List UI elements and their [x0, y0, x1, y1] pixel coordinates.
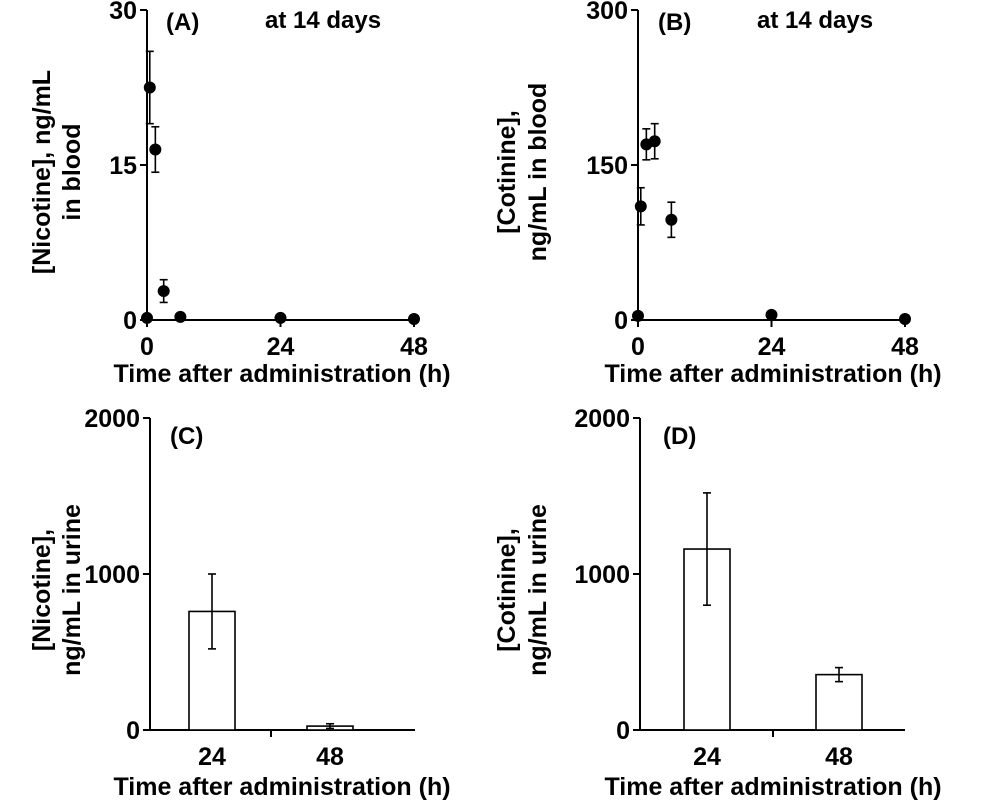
y-tick-label: 15: [109, 152, 137, 180]
x-axis-label: Time after administration (h): [604, 773, 941, 801]
y-tick-label: 30: [109, 0, 137, 25]
x-axis-label: Time after administration (h): [113, 360, 450, 388]
data-point: [408, 312, 420, 325]
x-axis-label: Time after administration (h): [113, 773, 450, 801]
data-point: [648, 135, 661, 148]
annotation: at 14 days: [757, 7, 873, 34]
panel-label: (A): [166, 9, 199, 36]
x-tick-label: 24: [198, 743, 226, 771]
chart-panel-c: 0 1000 2000 [Nicotine], ng/mL in urine Time a…: [28, 405, 451, 801]
data-point: [632, 309, 644, 322]
y-tick-label: 2000: [84, 405, 140, 433]
bar: [815, 673, 863, 731]
y-tick-label: 0: [614, 307, 628, 335]
y-tick-label: 300: [586, 0, 628, 25]
y-tick-label: 2000: [574, 405, 630, 433]
data-point: [665, 213, 678, 226]
data-point: [765, 308, 778, 321]
y-axis-label-line: in blood: [58, 123, 86, 220]
x-tick-label: 0: [140, 333, 154, 361]
data-point: [274, 311, 287, 324]
x-tick-label: 48: [400, 333, 428, 361]
y-axis-label-line: [Cotinine],: [493, 528, 521, 652]
annotation: at 14 days: [265, 7, 381, 34]
data-point: [143, 81, 156, 94]
y-axis-label-line: ng/mL in urine: [58, 504, 86, 676]
panel-label: (B): [658, 9, 691, 36]
data-point: [157, 285, 170, 298]
y-tick-label: 1000: [574, 561, 630, 589]
x-tick-label: 48: [316, 743, 344, 771]
data-point: [149, 143, 162, 156]
data-point: [174, 310, 187, 323]
y-axis-label-line: [Nicotine],: [28, 529, 56, 651]
y-tick-label: 0: [123, 307, 137, 335]
data-point: [899, 312, 911, 325]
chart-panel-d: 0 1000 2000 [Cotinine], ng/mL in urine Time a…: [493, 405, 942, 801]
y-axis-label-line: ng/mL in urine: [524, 504, 552, 676]
y-tick-label: 0: [616, 717, 630, 745]
y-axis-label-line: ng/mL in blood: [524, 83, 552, 262]
x-tick-label: 48: [825, 743, 853, 771]
y-tick-label: 1000: [84, 561, 140, 589]
x-tick-label: 48: [891, 333, 919, 361]
y-tick-label: 150: [586, 152, 628, 180]
x-tick-label: 24: [758, 333, 786, 361]
data-point: [141, 311, 153, 324]
y-axis-label-line: [Nicotine], ng/mL: [28, 70, 56, 274]
chart-panel-a: 0 15 30 [Nicotine], ng/mL in blood Time after…: [28, 0, 451, 388]
x-tick-label: 24: [693, 743, 721, 771]
chart-panel-b: 0 150 300 [Cotinine], ng/mL in blood Time aft…: [493, 0, 942, 388]
panel-label: (C): [170, 423, 203, 450]
x-tick-label: 0: [631, 333, 645, 361]
x-axis-label: Time after administration (h): [604, 360, 941, 388]
data-point: [634, 200, 647, 213]
x-tick-label: 24: [267, 333, 295, 361]
panel-label: (D): [663, 423, 696, 450]
y-axis-label-line: [Cotinine],: [493, 110, 521, 234]
y-tick-label: 0: [126, 717, 140, 745]
